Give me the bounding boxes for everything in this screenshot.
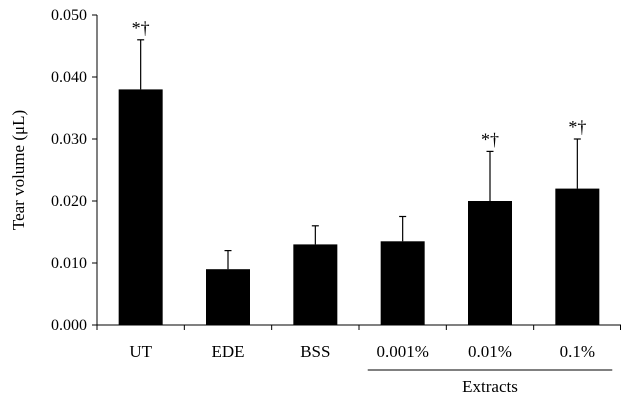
y-axis: 0.000 0.010 0.020 0.030 0.040 0.050 <box>51 7 98 334</box>
x-category-label: 0.01% <box>468 342 512 361</box>
bar <box>206 269 250 325</box>
y-tick-label: 0.050 <box>51 7 87 24</box>
extracts-group-label: Extracts <box>462 377 518 396</box>
x-category-label: 0.001% <box>376 342 428 361</box>
y-tick-label: 0.030 <box>51 131 87 148</box>
x-axis: UT EDE BSS 0.001% 0.01% 0.1% <box>96 324 621 361</box>
y-tick-label: 0.010 <box>51 255 87 272</box>
bar <box>293 244 338 325</box>
bar <box>118 89 163 326</box>
bars <box>118 89 600 326</box>
y-tick-label: 0.000 <box>51 317 87 334</box>
error-bars <box>137 39 581 270</box>
x-category-label: 0.1% <box>560 342 595 361</box>
y-tick-label: 0.020 <box>51 193 87 210</box>
x-category-label: EDE <box>211 342 244 361</box>
significance-annotations: *† *† *† <box>132 18 587 150</box>
x-category-label: BSS <box>300 342 330 361</box>
bar <box>468 201 512 325</box>
bar <box>555 188 600 325</box>
bar <box>380 241 425 325</box>
x-category-label: UT <box>129 342 152 361</box>
y-axis-title: Tear volume (μL) <box>9 110 28 230</box>
y-tick-label: 0.040 <box>51 69 87 86</box>
significance-mark: *† <box>481 129 499 149</box>
significance-mark: *† <box>568 117 586 137</box>
significance-mark: *† <box>132 18 150 38</box>
extracts-group: Extracts <box>367 369 613 396</box>
